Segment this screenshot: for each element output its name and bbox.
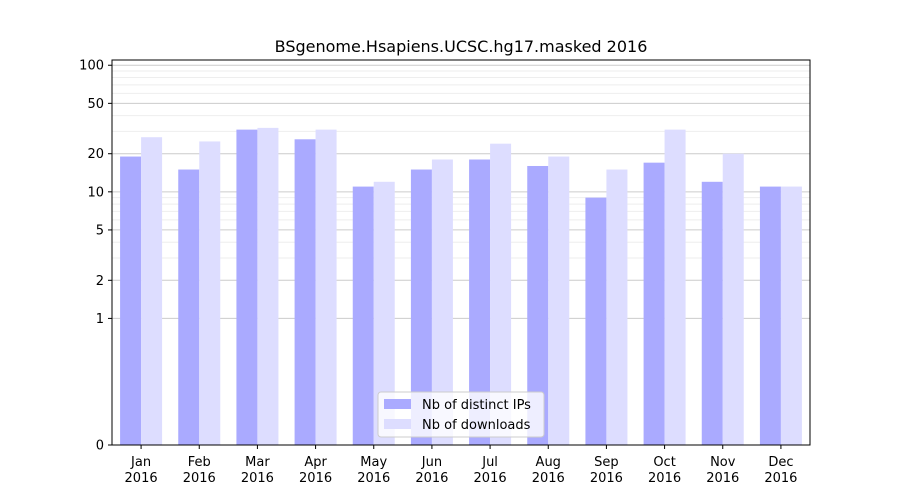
x-tick-label-month: Mar [245, 455, 270, 470]
x-tick-label-month: Jul [481, 455, 498, 470]
x-tick-label-year: 2016 [764, 471, 797, 486]
x-tick-label-month: Apr [304, 455, 327, 470]
x-tick-label-year: 2016 [706, 471, 739, 486]
bar-distinct-ips [701, 181, 723, 445]
x-tick-label-year: 2016 [241, 471, 274, 486]
y-tick-label: 50 [87, 97, 104, 112]
bar-downloads [141, 137, 163, 446]
x-tick-label-month: Dec [768, 455, 793, 470]
bar-distinct-ips [120, 156, 142, 446]
bars [120, 127, 802, 446]
bar-downloads [548, 156, 570, 446]
bar-distinct-ips [643, 162, 665, 445]
y-tick-label: 0 [96, 439, 104, 454]
bar-downloads [257, 127, 279, 445]
x-tick-label-month: Feb [188, 455, 211, 470]
x-tick-label-month: Sep [594, 455, 619, 470]
x-tick-label-year: 2016 [183, 471, 216, 486]
x-tick-label-month: Jan [130, 455, 151, 470]
bar-distinct-ips [352, 186, 374, 446]
x-tick-label-year: 2016 [357, 471, 390, 486]
x-tick-label-year: 2016 [415, 471, 448, 486]
bar-downloads [722, 153, 744, 446]
x-tick-label-year: 2016 [299, 471, 332, 486]
y-tick-label: 5 [96, 223, 104, 238]
bar-distinct-ips [294, 139, 316, 445]
legend-label: Nb of downloads [422, 418, 531, 433]
bar-distinct-ips [759, 186, 781, 446]
bar-distinct-ips [178, 169, 200, 445]
x-tick-label-year: 2016 [648, 471, 681, 486]
x-tick-label-year: 2016 [125, 471, 158, 486]
x-tick-label-year: 2016 [590, 471, 623, 486]
bar-distinct-ips [410, 169, 432, 445]
y-tick-label: 2 [96, 274, 104, 289]
legend-box [377, 391, 545, 438]
y-tick-label: 100 [79, 59, 104, 74]
chart-title: BSgenome.Hsapiens.UCSC.hg17.masked 2016 [275, 37, 648, 56]
bar-downloads [373, 181, 395, 445]
y-tick-label: 10 [87, 185, 104, 200]
x-tick-label-month: Aug [536, 455, 561, 470]
bar-downloads [780, 186, 802, 446]
bar-downloads [606, 169, 628, 445]
x-tick-label-year: 2016 [474, 471, 507, 486]
bar-downloads [315, 129, 337, 445]
y-axis: 0 1 2 5 10 20 50 100 [79, 59, 112, 454]
legend: Nb of distinct IPs Nb of downloads [377, 391, 545, 438]
x-tick-label-month: Oct [653, 455, 675, 470]
bar-downloads [664, 129, 686, 445]
bar-distinct-ips [527, 165, 549, 446]
bar-distinct-ips [585, 197, 607, 445]
plot-frame [111, 59, 811, 446]
bar-distinct-ips [469, 159, 491, 445]
bar-distinct-ips [236, 129, 258, 445]
x-tick-label-month: May [360, 455, 387, 470]
x-tick-label-month: Jun [421, 455, 442, 470]
legend-swatch [384, 419, 411, 429]
bar-downloads [199, 141, 221, 445]
y-tick-label: 1 [96, 312, 104, 327]
legend-label: Nb of distinct IPs [422, 398, 531, 413]
bar-downloads [431, 159, 453, 445]
bar-downloads [490, 143, 512, 445]
y-tick-label: 20 [87, 147, 104, 162]
x-tick-label-year: 2016 [532, 471, 565, 486]
x-tick-label-month: Nov [710, 455, 736, 470]
x-axis: Jan2016Feb2016Mar2016Apr2016May2016Jun20… [125, 445, 797, 486]
legend-swatch [384, 399, 411, 409]
grid-lines [112, 64, 810, 319]
